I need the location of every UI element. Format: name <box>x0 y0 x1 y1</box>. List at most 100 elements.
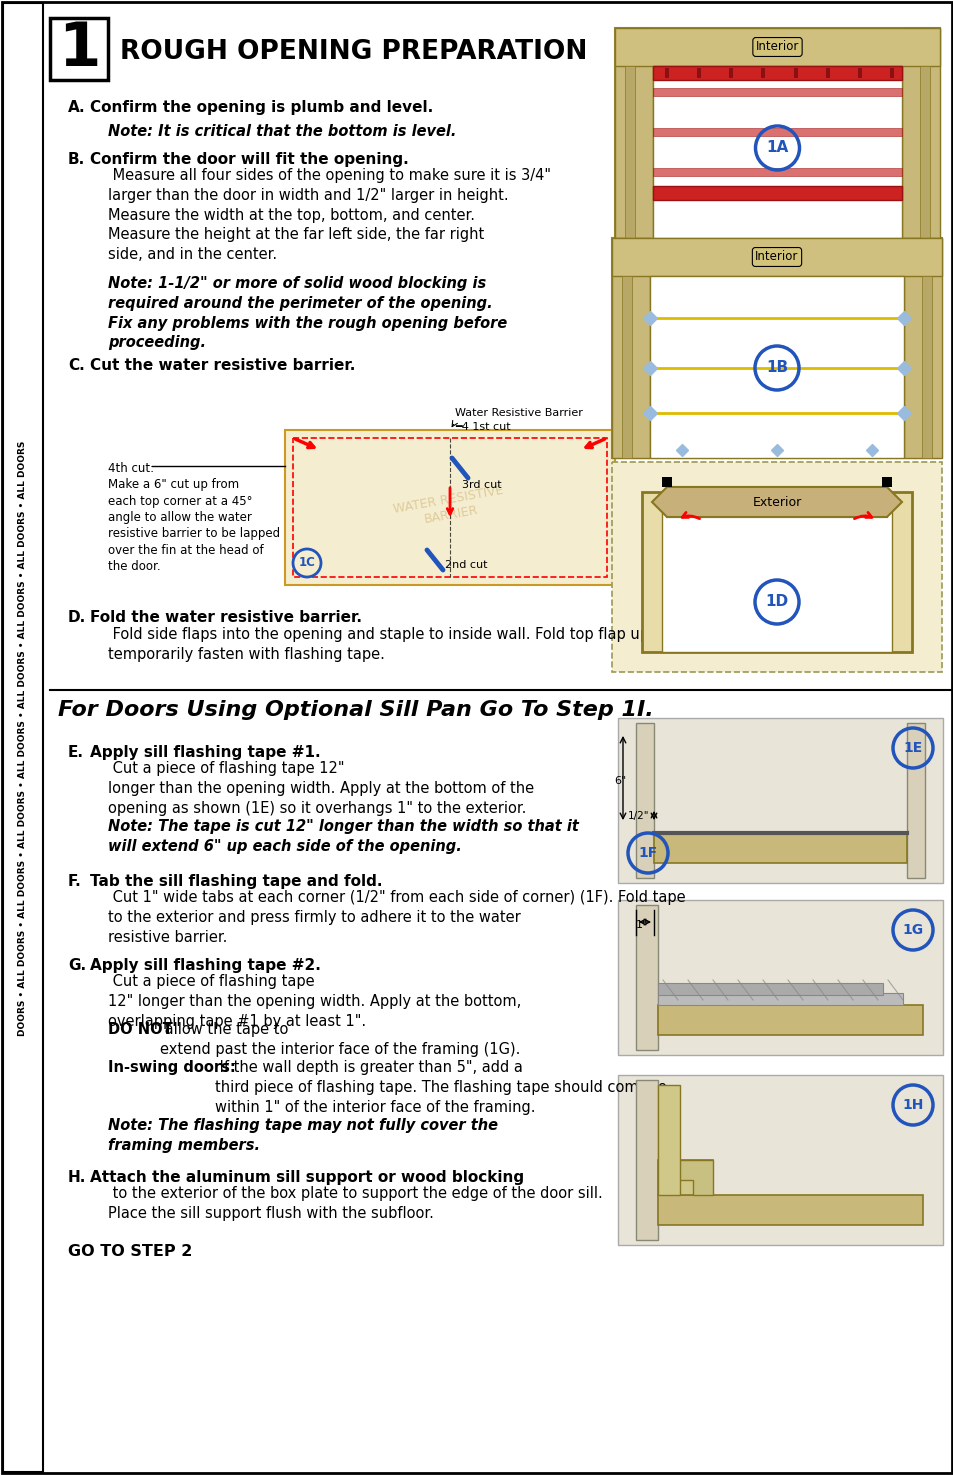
Text: G.: G. <box>68 957 86 974</box>
Bar <box>612 462 941 673</box>
Text: D.: D. <box>68 611 86 625</box>
Bar <box>728 68 733 78</box>
Text: WATER RESISTIVE
BARRIER: WATER RESISTIVE BARRIER <box>393 484 507 531</box>
Bar <box>652 66 901 237</box>
Bar <box>649 276 903 459</box>
Text: 1D: 1D <box>764 594 788 609</box>
Bar <box>658 1086 679 1195</box>
Text: Apply sill flashing tape #2.: Apply sill flashing tape #2. <box>90 957 320 974</box>
Bar <box>901 28 939 237</box>
Bar <box>615 28 652 237</box>
Bar <box>618 718 942 884</box>
Text: Make a 6" cut up from
each top corner at a 45°
angle to allow the water
resistiv: Make a 6" cut up from each top corner at… <box>108 478 280 574</box>
Text: Cut a piece of flashing tape
12" longer than the opening width. Apply at the bot: Cut a piece of flashing tape 12" longer … <box>108 974 520 1028</box>
Text: Interior: Interior <box>755 40 799 53</box>
Bar <box>654 833 906 863</box>
Bar <box>889 68 893 78</box>
Text: ROUGH OPENING PREPARATION: ROUGH OPENING PREPARATION <box>120 38 587 65</box>
Bar <box>618 900 942 1055</box>
Bar <box>882 476 891 487</box>
Bar <box>857 68 861 78</box>
Text: ━4 1st cut: ━4 1st cut <box>455 422 510 432</box>
Text: 1G: 1G <box>902 923 923 937</box>
Text: 6": 6" <box>613 776 625 786</box>
Bar <box>658 1004 923 1035</box>
Bar <box>3 3 43 1472</box>
Bar <box>919 66 929 237</box>
Text: Cut 1" wide tabs at each corner (1/2" from each side of corner) (1F). Fold tape
: Cut 1" wide tabs at each corner (1/2" fr… <box>108 889 685 944</box>
Text: 1A: 1A <box>765 140 788 155</box>
Bar <box>612 237 941 276</box>
Text: Fold the water resistive barrier.: Fold the water resistive barrier. <box>90 611 361 625</box>
Text: Note: The tape is cut 12" longer than the width so that it
will extend 6" up eac: Note: The tape is cut 12" longer than th… <box>108 819 578 854</box>
Bar <box>652 168 901 176</box>
Bar <box>652 128 901 136</box>
Text: 1H: 1H <box>902 1097 923 1112</box>
Text: Note: It is critical that the bottom is level.: Note: It is critical that the bottom is … <box>108 124 456 139</box>
Text: C.: C. <box>68 358 85 373</box>
Bar <box>664 68 668 78</box>
Text: 4th cut:: 4th cut: <box>108 462 154 475</box>
Text: Exterior: Exterior <box>752 496 801 509</box>
Text: Note: The flashing tape may not fully cover the
framing members.: Note: The flashing tape may not fully co… <box>108 1118 497 1153</box>
Bar <box>658 1159 712 1195</box>
Text: 1/2": 1/2" <box>627 811 648 822</box>
Bar <box>641 493 911 652</box>
Text: F.: F. <box>68 875 82 889</box>
Text: 1": 1" <box>636 920 648 931</box>
Text: Water Resistive Barrier: Water Resistive Barrier <box>455 409 582 417</box>
Polygon shape <box>651 487 901 518</box>
Bar <box>624 66 635 237</box>
Bar <box>921 276 931 459</box>
Text: 2nd cut: 2nd cut <box>444 560 487 569</box>
Text: 1B: 1B <box>765 360 787 376</box>
Text: Attach the aluminum sill support or wood blocking: Attach the aluminum sill support or wood… <box>90 1170 523 1184</box>
Bar <box>285 431 615 586</box>
Text: Confirm the opening is plumb and level.: Confirm the opening is plumb and level. <box>90 100 433 115</box>
Text: Measure all four sides of the opening to make sure it is 3/4"
larger than the do: Measure all four sides of the opening to… <box>108 168 551 263</box>
Bar <box>825 68 829 78</box>
Text: Interior: Interior <box>755 251 798 264</box>
Text: Cut the water resistive barrier.: Cut the water resistive barrier. <box>90 358 355 373</box>
Bar <box>652 186 901 201</box>
Text: Apply sill flashing tape #1.: Apply sill flashing tape #1. <box>90 745 320 760</box>
Text: H.: H. <box>68 1170 87 1184</box>
Text: 1E: 1E <box>902 740 922 755</box>
Bar <box>612 237 649 459</box>
Bar <box>793 68 797 78</box>
Bar <box>615 28 939 66</box>
Text: E.: E. <box>68 745 84 760</box>
Text: DOORS • ALL DOORS • ALL DOORS • ALL DOORS • ALL DOORS • ALL DOORS • ALL DOORS • : DOORS • ALL DOORS • ALL DOORS • ALL DOOR… <box>18 441 28 1035</box>
Bar <box>636 906 658 1050</box>
Bar <box>658 993 902 1004</box>
Text: 1F: 1F <box>638 847 657 860</box>
Text: Confirm the door will fit the opening.: Confirm the door will fit the opening. <box>90 152 408 167</box>
Text: Cut a piece of flashing tape 12"
longer than the opening width. Apply at the bot: Cut a piece of flashing tape 12" longer … <box>108 761 534 816</box>
Bar <box>612 237 941 459</box>
Text: 1: 1 <box>58 21 100 80</box>
Bar <box>661 512 891 652</box>
Text: B.: B. <box>68 152 85 167</box>
Bar <box>636 1080 658 1240</box>
Bar <box>652 88 901 96</box>
Text: to the exterior of the box plate to support the edge of the door sill.
Place the: to the exterior of the box plate to supp… <box>108 1186 602 1221</box>
Text: GO TO STEP 2: GO TO STEP 2 <box>68 1243 193 1260</box>
Bar <box>903 237 941 459</box>
Bar <box>618 1075 942 1245</box>
Text: 3rd cut: 3rd cut <box>461 479 501 490</box>
Text: DO NOT: DO NOT <box>108 1022 172 1037</box>
Polygon shape <box>658 1159 712 1195</box>
Text: Fold side flaps into the opening and staple to inside wall. Fold top flap up and: Fold side flaps into the opening and sta… <box>108 627 680 662</box>
Bar <box>906 723 924 878</box>
Bar <box>697 68 700 78</box>
Text: If the wall depth is greater than 5", add a
third piece of flashing tape. The fl: If the wall depth is greater than 5", ad… <box>214 1061 666 1115</box>
Bar <box>658 982 882 996</box>
Bar <box>50 18 108 80</box>
Bar <box>636 723 654 878</box>
Bar <box>760 68 764 78</box>
Bar <box>293 438 606 577</box>
Text: For Doors Using Optional Sill Pan Go To Step 1I.: For Doors Using Optional Sill Pan Go To … <box>58 701 653 720</box>
Bar <box>621 276 631 459</box>
Text: allow the tape to
extend past the interior face of the framing (1G).: allow the tape to extend past the interi… <box>160 1022 519 1056</box>
Bar <box>652 66 901 80</box>
